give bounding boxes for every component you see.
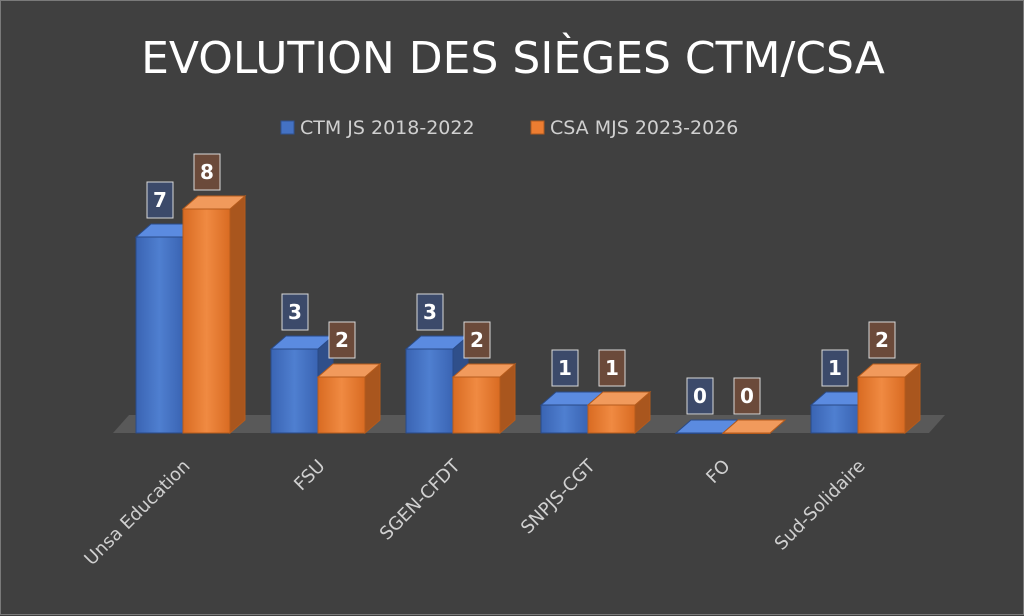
value-label-box	[463, 321, 491, 359]
bar-side	[229, 194, 246, 435]
value-label: 2	[463, 321, 491, 359]
category-label: Sud-Solidaire	[771, 456, 870, 555]
value-label: 0	[686, 377, 714, 415]
legend: CTM JS 2018-2022 CSA MJS 2023-2026	[280, 117, 738, 139]
bar-csa-unsa-education	[181, 194, 247, 435]
value-label: 2	[868, 321, 896, 359]
bar-front	[452, 376, 501, 434]
value-label-text: 3	[288, 300, 302, 324]
value-label-box	[821, 349, 849, 387]
bar-front	[182, 208, 231, 434]
value-label-box	[328, 321, 356, 359]
bar-csa-snpjs-cgt	[586, 390, 652, 435]
value-label-text: 1	[828, 356, 842, 380]
bar-front	[270, 348, 319, 434]
bars-layer	[134, 194, 922, 435]
value-label-text: 1	[558, 356, 572, 380]
bar-front	[810, 404, 859, 434]
value-label-box	[868, 321, 896, 359]
bar-front	[675, 432, 724, 434]
value-label-text: 2	[470, 328, 484, 352]
value-label-box	[551, 349, 579, 387]
value-label-text: 3	[423, 300, 437, 324]
bar-front	[317, 376, 366, 434]
value-label: 3	[281, 293, 309, 331]
legend-swatch-ctm	[280, 120, 295, 135]
bar-csa-sud-solidaire	[856, 362, 922, 435]
value-label-box	[146, 181, 174, 219]
value-label-box	[733, 377, 761, 415]
value-label-text: 2	[335, 328, 349, 352]
value-label-text: 0	[740, 384, 754, 408]
value-label: 1	[598, 349, 626, 387]
value-label: 2	[328, 321, 356, 359]
value-label: 0	[733, 377, 761, 415]
bar-front	[540, 404, 589, 434]
category-label: Unsa Education	[80, 456, 194, 570]
value-label-box	[598, 349, 626, 387]
value-label: 1	[821, 349, 849, 387]
bar-front	[722, 432, 771, 434]
category-label: SGEN-CFDT	[376, 455, 465, 544]
value-label-box	[281, 293, 309, 331]
value-label-box	[686, 377, 714, 415]
bar-csa-fsu	[316, 362, 382, 435]
value-label-text: 1	[605, 356, 619, 380]
bar-csa-sgen-cfdt	[451, 362, 517, 435]
value-label: 1	[551, 349, 579, 387]
bar-front	[405, 348, 454, 434]
category-label: FSU	[290, 456, 329, 495]
legend-swatch-csa	[530, 120, 545, 135]
value-labels-layer: 7 8 3 2 3 2 1 1 0 0 1 2	[146, 153, 896, 415]
chart-title: EVOLUTION DES SIÈGES CTM/CSA	[141, 31, 885, 84]
category-label: FO	[702, 456, 734, 488]
legend-label-ctm: CTM JS 2018-2022	[300, 117, 475, 139]
category-label: SNPJS-CGT	[517, 455, 600, 538]
value-label: 7	[146, 181, 174, 219]
value-label: 3	[416, 293, 444, 331]
value-label-text: 8	[200, 160, 214, 184]
value-label-box	[193, 153, 221, 191]
value-label-text: 7	[153, 188, 167, 212]
value-label-text: 0	[693, 384, 707, 408]
value-label: 8	[193, 153, 221, 191]
bar-front	[857, 376, 906, 434]
value-label-box	[416, 293, 444, 331]
legend-label-csa: CSA MJS 2023-2026	[550, 117, 738, 139]
category-labels-layer: Unsa Education FSU SGEN-CFDT SNPJS-CGT FO Sud…	[80, 455, 869, 570]
bar-front	[587, 404, 636, 434]
bar-front	[135, 236, 184, 434]
bar-csa-fo	[721, 419, 787, 434]
value-label-text: 2	[875, 328, 889, 352]
